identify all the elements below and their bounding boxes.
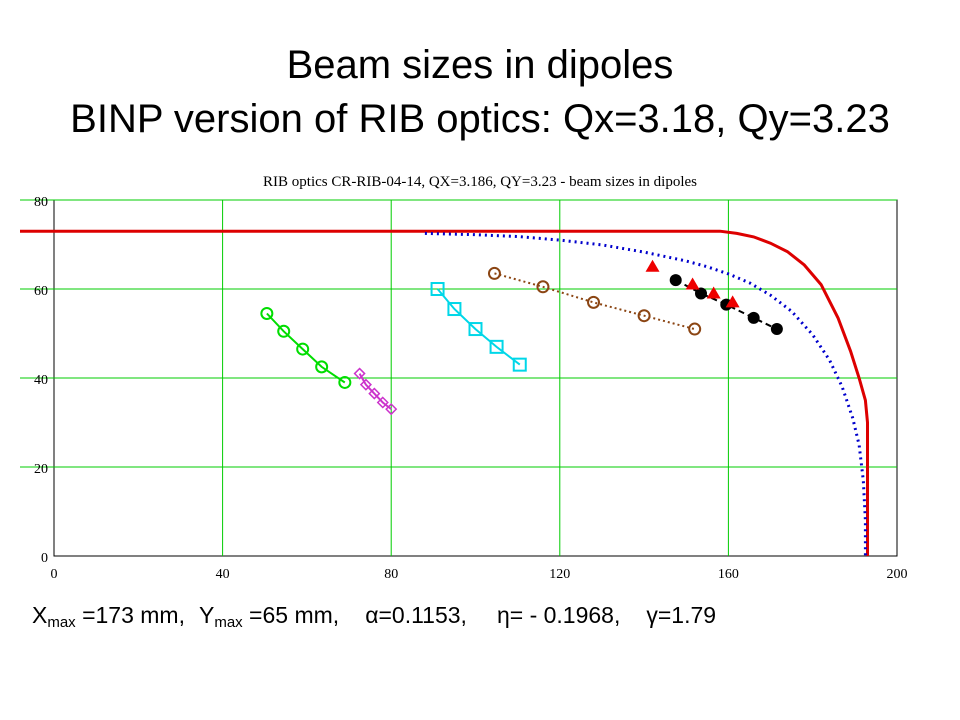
y-tick-label: 20 — [34, 462, 48, 477]
x-tick-label: 40 — [216, 567, 230, 582]
data-point — [447, 302, 462, 317]
slide-title-line-2: BINP version of RIB optics: Qx=3.18, Qy=… — [70, 97, 890, 141]
data-point — [669, 274, 682, 287]
series-4 — [669, 274, 783, 336]
data-series — [20, 229, 869, 556]
series-0 — [260, 306, 352, 389]
data-point — [430, 282, 445, 296]
data-point — [725, 295, 740, 308]
data-point — [368, 387, 381, 400]
data-point — [487, 266, 501, 280]
x-tick-label: 0 — [51, 567, 58, 582]
series-line — [494, 272, 695, 331]
series-line — [20, 229, 869, 556]
data-point — [353, 367, 366, 380]
x-tick-label: 160 — [718, 567, 739, 582]
series-line — [436, 288, 521, 366]
y-tick-label: 40 — [34, 373, 48, 388]
data-point — [688, 322, 702, 336]
data-point — [770, 323, 783, 336]
chart-title: RIB optics CR-RIB-04-14, QX=3.186, QY=3.… — [263, 174, 697, 190]
slide-title-line-1: Beam sizes in dipoles — [286, 43, 674, 87]
data-point — [296, 342, 310, 356]
series-1 — [353, 367, 398, 416]
series-line — [675, 279, 778, 331]
series-line — [424, 231, 867, 556]
eta-value: η= - 0.1968, — [496, 602, 621, 628]
x-tick-label: 120 — [549, 567, 570, 582]
series-7 — [424, 231, 867, 556]
data-point — [468, 322, 483, 337]
xmax-value: Xmax =173 mm, — [32, 602, 185, 631]
data-point — [359, 378, 372, 391]
series-5 — [645, 259, 740, 308]
data-point — [587, 295, 601, 309]
tick-labels: 0 40 80 120 160 200 0 20 40 60 80 — [34, 195, 908, 582]
data-point — [706, 286, 721, 299]
y-tick-label: 80 — [34, 195, 48, 210]
series-3 — [487, 266, 702, 336]
ymax-value: Ymax =65 mm, — [198, 602, 340, 631]
data-point — [536, 280, 550, 294]
grid-lines — [20, 199, 897, 556]
data-point — [695, 287, 708, 300]
y-tick-label: 60 — [34, 284, 48, 299]
data-point — [512, 357, 527, 372]
data-point — [315, 360, 329, 374]
data-point — [645, 259, 660, 272]
data-point — [277, 324, 291, 338]
x-tick-label: 200 — [887, 567, 908, 582]
data-point — [385, 403, 398, 416]
slide-title: Beam sizes in dipoles BINP version of RI… — [0, 38, 960, 146]
series-line — [266, 312, 346, 384]
data-point — [260, 306, 274, 320]
data-point — [489, 339, 504, 354]
optics-parameters-footer: Xmax =173 mm, Ymax =65 mm, α=0.1153, η= - 0… — [32, 602, 932, 631]
data-point — [685, 277, 700, 290]
series-6 — [20, 229, 869, 556]
data-point — [376, 396, 389, 409]
data-point — [338, 375, 352, 389]
series-2 — [430, 282, 527, 372]
gamma-value: γ=1.79 — [646, 602, 717, 628]
alpha-value: α=0.1153, — [365, 602, 467, 628]
data-point — [747, 311, 760, 324]
y-tick-label: 0 — [41, 551, 48, 566]
data-point — [637, 309, 651, 323]
x-tick-label: 80 — [384, 567, 398, 582]
